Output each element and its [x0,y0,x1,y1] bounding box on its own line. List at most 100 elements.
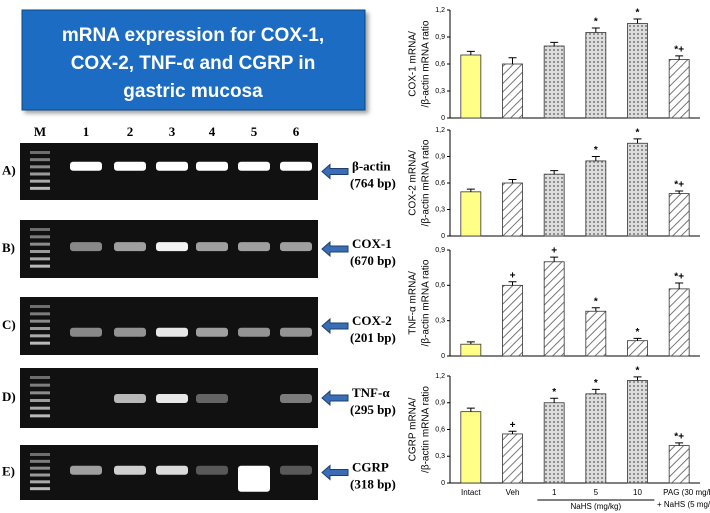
y-tick-label: 0 [441,353,445,360]
gel-band [156,465,188,475]
error-bar [466,407,475,412]
gel-band [196,161,228,171]
title-line: COX-2, TNF-α and CGRP in [71,53,316,74]
error-bar [550,170,559,175]
ladder-band [30,257,50,261]
significance-marker: * [636,327,640,338]
bar [543,261,565,357]
bar [543,402,565,484]
significance-marker: + [510,270,516,281]
bar [502,63,523,119]
significance-marker: + [510,420,516,431]
bar [585,393,607,484]
significance-marker: * [636,8,640,19]
ladder-band [30,158,50,162]
error-bar [508,430,517,434]
error-bar [675,190,684,194]
gene-label: COX-2 [352,313,392,328]
significance-marker: *+ [674,180,684,191]
y-tick-label: 0,9 [435,400,445,407]
ladder-band [30,186,50,190]
bar [460,191,482,237]
y-tick-label: 0,6 [435,426,445,433]
error-bar [675,55,684,60]
x-tick-label: Intact [461,488,481,497]
error-bar [591,156,600,161]
gel-band [114,327,146,337]
bar [585,310,607,357]
ladder-band [30,172,50,176]
x-tick-label: 5 [594,488,599,497]
y-axis-label: /β-actin mRNA ratio [421,20,432,107]
ladder-band [30,151,50,154]
x-tick-label: Veh [506,488,520,497]
ladder-band [30,334,50,338]
gel-band [156,327,188,337]
error-bar [633,18,642,24]
ladder-band [30,305,50,308]
gel-image [20,143,318,200]
ladder-band [30,228,50,231]
y-tick-label: 0,6 [435,180,445,187]
gel-band [280,242,312,252]
y-tick-label: 0 [441,480,445,487]
gel-band [114,394,146,403]
bar [502,284,523,357]
ladder-band [30,264,50,268]
ladder-band [30,179,50,183]
bar [543,45,565,119]
ladder-band [30,250,50,253]
error-bar [466,50,475,55]
x-tick-label: 1 [552,488,557,497]
band-size: (670 bp) [350,253,396,268]
bar [502,182,523,237]
row-label: C) [2,317,16,332]
arrow [321,317,349,335]
arrow [321,240,349,258]
gel-band [238,161,270,171]
error-bar [508,57,517,64]
error-bar [591,388,600,394]
arrow [321,389,349,407]
bar [627,142,648,237]
y-axis-label: COX-1 mRNA/ [408,31,419,97]
significance-marker: *+ [674,432,684,443]
lane-label: 4 [209,124,216,139]
ladder-band [30,376,50,379]
y-tick-label: 0,3 [435,88,445,95]
y-tick-label: 0,9 [435,247,445,254]
ladder-band [30,480,50,484]
gel-band [196,327,228,337]
row-label: B) [2,240,15,255]
bar [585,160,607,237]
bar [668,288,690,357]
significance-marker: *+ [674,45,684,56]
y-tick-label: 0,3 [435,318,445,325]
gel-band [280,394,312,403]
y-tick-label: 0,6 [435,282,445,289]
y-tick-label: 0,9 [435,34,445,41]
gene-label: COX-1 [352,236,392,251]
significance-marker: * [594,378,598,389]
gene-label: TNF-α [352,385,390,400]
gene-label: CGRP [352,459,389,474]
bar [460,54,482,119]
lane-label: 6 [293,124,300,139]
group-label: NaHS (mg/kg) [570,502,621,511]
significance-marker: * [594,296,598,307]
bar [543,173,565,237]
y-axis-label: /β-actin mRNA ratio [421,139,432,226]
error-bar [550,256,559,262]
ladder-band [30,312,50,316]
bar [668,193,690,237]
ladder-band [30,459,50,463]
ladder-band [30,399,50,402]
gel-band [196,394,228,403]
ladder-band [30,235,50,239]
significance-marker: * [594,145,598,156]
gel-band [196,242,228,252]
lane-label: 2 [127,124,134,139]
gel-band [196,465,228,475]
gel-band [70,465,102,475]
error-bar [675,442,684,446]
